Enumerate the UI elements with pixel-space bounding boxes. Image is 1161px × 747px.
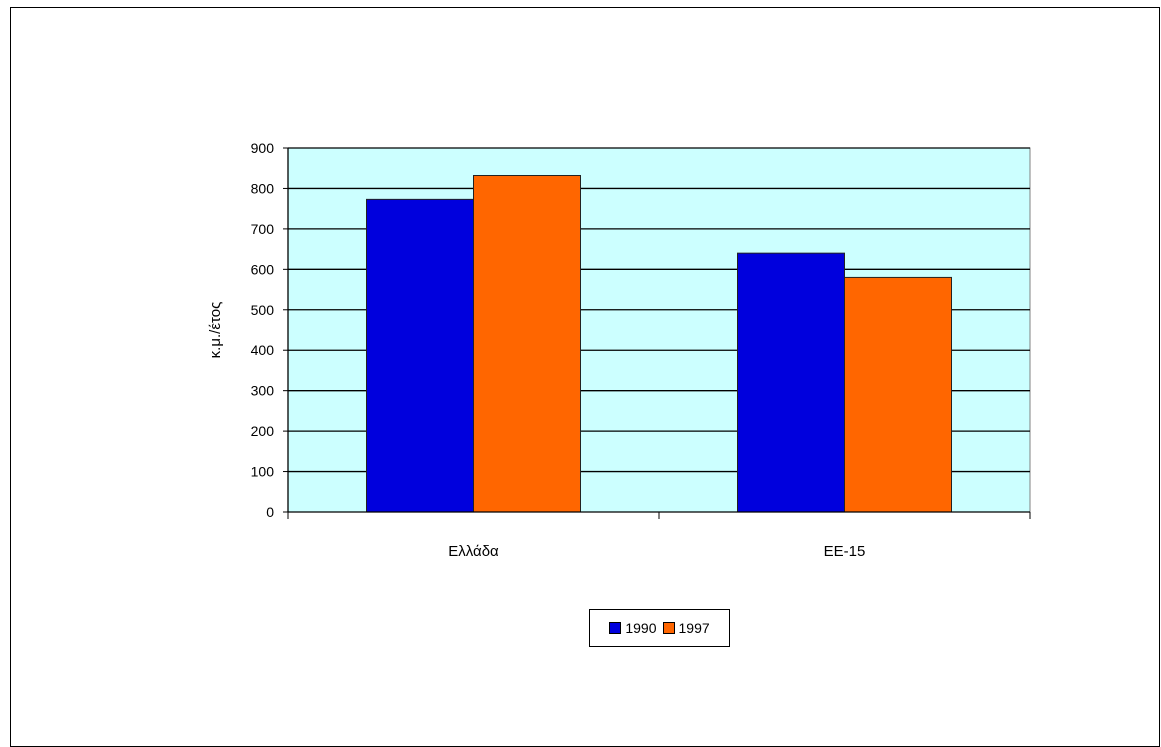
bar-1990-0 bbox=[366, 198, 474, 513]
y-tick-label: 400 bbox=[251, 342, 275, 358]
legend-swatch-1997 bbox=[662, 622, 675, 634]
bar-1997-0 bbox=[473, 175, 581, 513]
legend-label-1990: 1990 bbox=[625, 620, 657, 636]
bar-1990-1 bbox=[737, 252, 845, 513]
legend-label-1997: 1997 bbox=[678, 620, 710, 636]
y-tick-label: 600 bbox=[251, 261, 275, 277]
x-tick-label: Ελλάδα bbox=[448, 543, 499, 560]
legend: 1990 1997 bbox=[589, 609, 730, 647]
x-tick-label: ΕΕ-15 bbox=[824, 543, 866, 560]
y-tick-label: 300 bbox=[251, 383, 275, 399]
y-tick-label: 100 bbox=[251, 464, 275, 480]
y-tick-label: 700 bbox=[251, 221, 275, 237]
legend-item-1990: 1990 bbox=[609, 620, 657, 636]
y-axis-title: κ.μ./έτος bbox=[207, 302, 224, 359]
legend-item-1997: 1997 bbox=[662, 620, 710, 636]
bar-1997-1 bbox=[844, 276, 952, 513]
y-tick-label: 200 bbox=[251, 423, 275, 439]
y-tick-label: 500 bbox=[251, 302, 275, 318]
legend-swatch-1990 bbox=[609, 622, 622, 634]
y-tick-label: 0 bbox=[266, 504, 274, 520]
y-tick-label: 900 bbox=[251, 140, 275, 156]
y-tick-label: 800 bbox=[251, 180, 275, 196]
